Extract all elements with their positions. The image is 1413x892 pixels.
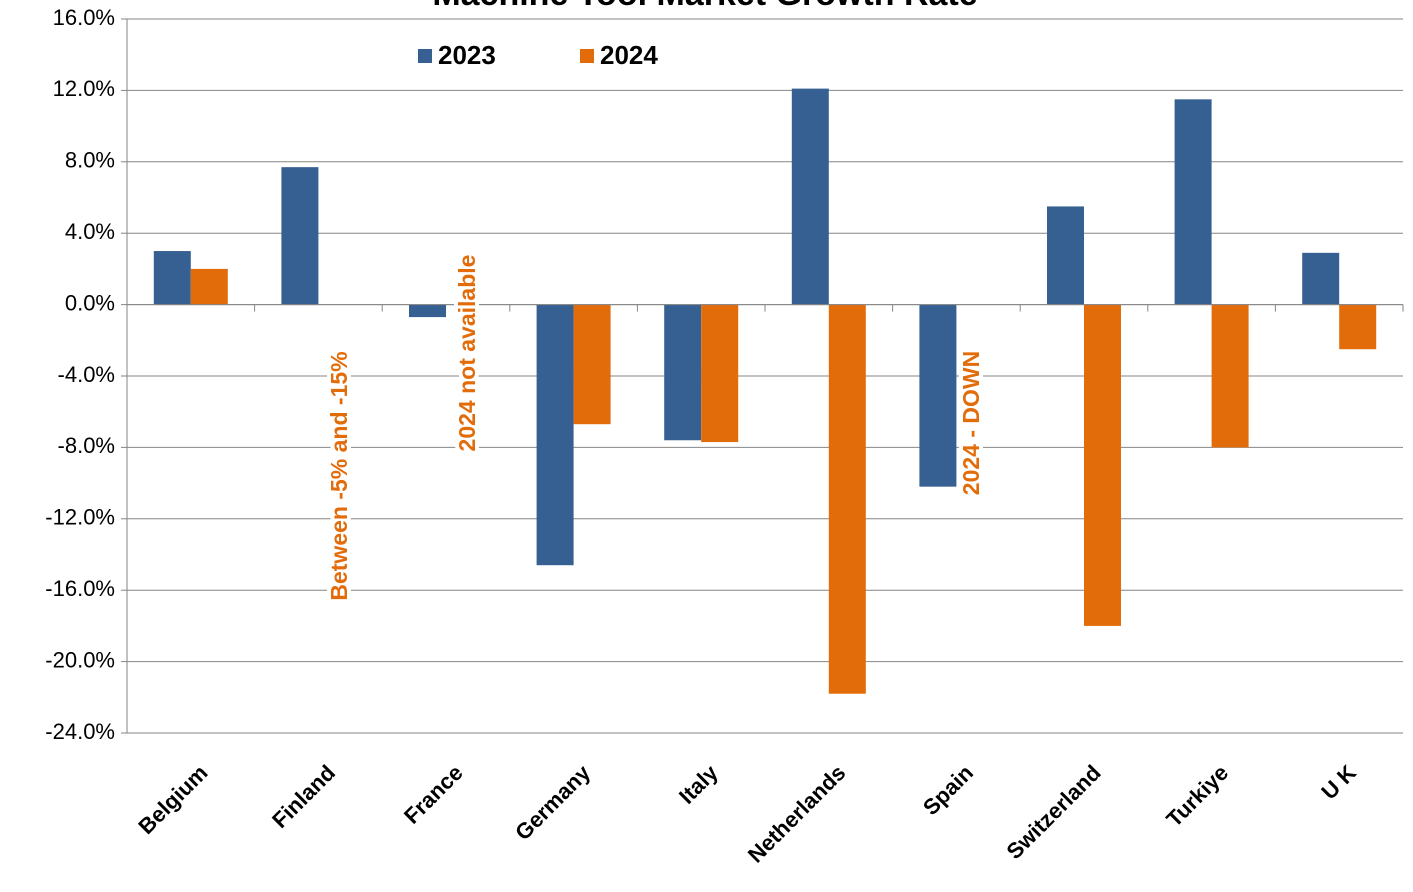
bar bbox=[409, 304, 446, 318]
y-tick-label: -8.0% bbox=[58, 433, 115, 458]
bar bbox=[664, 304, 702, 441]
y-tick-label: 0.0% bbox=[65, 290, 115, 315]
y-tick-label: 12.0% bbox=[53, 76, 115, 101]
legend-label: 2023 bbox=[438, 40, 496, 70]
x-tick-label: Germany bbox=[510, 759, 596, 845]
x-tick-label: U K bbox=[1316, 760, 1361, 805]
annotation: 2024 not available bbox=[454, 255, 480, 452]
legend-label: 2024 bbox=[600, 40, 658, 70]
y-tick-label: 16.0% bbox=[53, 5, 115, 30]
bar bbox=[919, 304, 957, 487]
bar bbox=[1047, 206, 1084, 305]
bar bbox=[1084, 304, 1121, 626]
x-tick-label: Turkiye bbox=[1161, 760, 1233, 832]
bar bbox=[828, 304, 866, 694]
bar bbox=[153, 251, 191, 305]
y-tick-label: -20.0% bbox=[45, 647, 115, 672]
legend-swatch bbox=[418, 49, 432, 63]
bar bbox=[1174, 99, 1212, 305]
y-tick-label: -16.0% bbox=[45, 576, 115, 601]
x-tick-label: Spain bbox=[918, 760, 978, 820]
x-tick-label: Italy bbox=[674, 759, 723, 808]
bar bbox=[573, 304, 611, 425]
y-tick-label: 8.0% bbox=[65, 148, 115, 173]
bar bbox=[1339, 304, 1377, 350]
bar bbox=[190, 268, 228, 305]
legend-swatch bbox=[580, 49, 594, 63]
bar bbox=[791, 88, 829, 305]
y-tick-label: -4.0% bbox=[58, 362, 115, 387]
bar bbox=[536, 304, 574, 566]
bar bbox=[701, 304, 739, 443]
x-tick-label: Finland bbox=[267, 760, 340, 833]
y-tick-label: -12.0% bbox=[45, 505, 115, 530]
x-tick-label: Netherlands bbox=[743, 760, 851, 868]
y-tick-label: 4.0% bbox=[65, 219, 115, 244]
x-tick-label: Belgium bbox=[133, 760, 212, 839]
annotation: Between -5% and -15% bbox=[326, 351, 352, 600]
x-tick-label: Switzerland bbox=[1002, 760, 1106, 864]
x-tick-label: France bbox=[399, 760, 468, 829]
annotation: 2024 - DOWN bbox=[958, 351, 984, 495]
y-tick-label: -24.0% bbox=[45, 719, 115, 744]
chart-title: Machine Tool Market Growth Rate bbox=[432, 0, 977, 13]
bar bbox=[1302, 252, 1340, 305]
bar bbox=[1211, 304, 1249, 448]
bar bbox=[281, 167, 319, 305]
